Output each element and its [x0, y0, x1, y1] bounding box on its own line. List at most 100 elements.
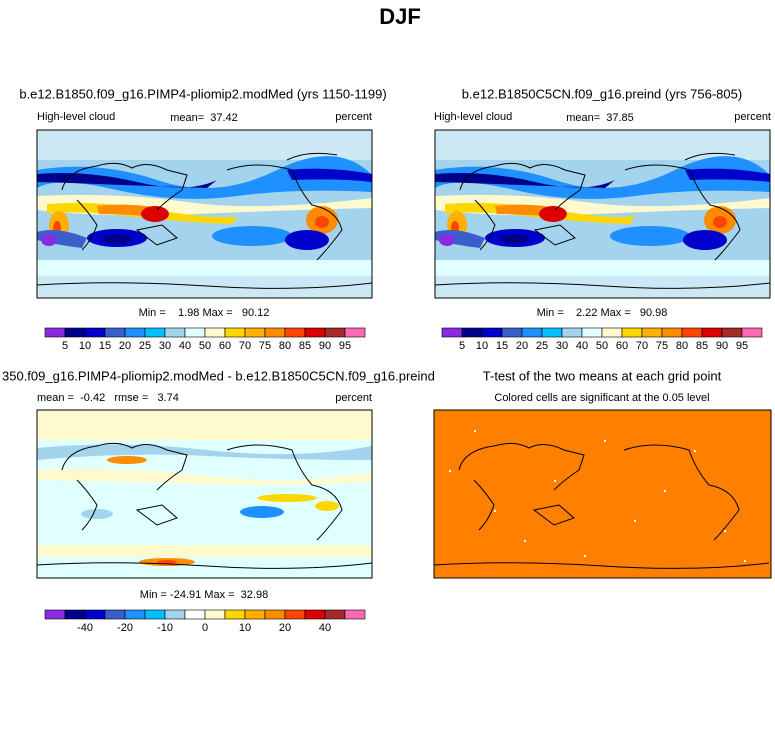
colorbar-box — [64, 609, 86, 620]
colorbar-label: 60 — [219, 340, 231, 352]
colorbar-box — [501, 327, 523, 338]
colorbar: 5 10 15 20 25 30 40 50 60 70 75 80 85 90 95 — [441, 327, 763, 352]
right-label: percent — [335, 392, 372, 404]
colorbar-label: 5 — [62, 340, 68, 352]
colorbar-box — [244, 327, 266, 338]
map-frame — [434, 129, 771, 299]
map — [435, 130, 770, 298]
colorbar-box — [521, 327, 543, 338]
colorbar-box — [324, 327, 346, 338]
colorbar-box — [701, 327, 723, 338]
colorbar-box — [144, 609, 166, 620]
colorbar-label: 10 — [239, 622, 251, 634]
colorbar-label: 5 — [459, 340, 465, 352]
colorbar-label: 95 — [736, 340, 748, 352]
colorbar-label: -10 — [157, 622, 173, 634]
colorbar-label: 15 — [99, 340, 111, 352]
colorbar-label: 25 — [536, 340, 548, 352]
colorbar-label: 20 — [119, 340, 131, 352]
panel-title: b.e12.B1850.f09_g16.PIMP4-pliomip2.modMe… — [19, 86, 386, 101]
colorbar-label: 80 — [676, 340, 688, 352]
colorbar-box — [304, 327, 326, 338]
colorbar-box — [284, 327, 306, 338]
colorbar-label: 10 — [476, 340, 488, 352]
colorbar-box — [104, 327, 126, 338]
colorbar-box — [741, 327, 763, 338]
colorbar-label: 20 — [516, 340, 528, 352]
left-label: High-level cloud — [434, 111, 512, 123]
colorbar: 5 10 15 20 25 30 40 50 60 70 75 80 85 90 95 — [44, 327, 366, 352]
colorbar-label: 80 — [279, 340, 291, 352]
map — [433, 409, 772, 579]
colorbar-label: 25 — [139, 340, 151, 352]
colorbar-box — [224, 327, 246, 338]
colorbar-box — [44, 609, 66, 620]
colorbar-box — [284, 609, 306, 620]
map-frame — [433, 409, 772, 579]
colorbar-box — [64, 327, 86, 338]
colorbar-box — [264, 327, 286, 338]
right-label: percent — [335, 111, 372, 123]
colorbar-box — [344, 609, 366, 620]
colorbar-box — [204, 609, 226, 620]
figure-title: DJF — [379, 4, 421, 29]
colorbar-label: 40 — [319, 622, 331, 634]
colorbar-label: 50 — [596, 340, 608, 352]
colorbar-label: 75 — [656, 340, 668, 352]
colorbar-label: 90 — [716, 340, 728, 352]
colorbar-box — [561, 327, 583, 338]
colorbar-label: 15 — [496, 340, 508, 352]
right-label: percent — [734, 111, 771, 123]
colorbar-label: 30 — [159, 340, 171, 352]
colorbar-box — [441, 327, 463, 338]
panel-title: T-test of the two means at each grid poi… — [483, 368, 722, 383]
colorbar-box — [224, 609, 246, 620]
colorbar-box — [164, 609, 186, 620]
colorbar-box — [461, 327, 483, 338]
colorbar-box — [661, 327, 683, 338]
colorbar-label: 90 — [319, 340, 331, 352]
colorbar-label: 85 — [299, 340, 311, 352]
colorbar-box — [44, 327, 66, 338]
left-label: mean = -0.42 rmse = 3.74 — [37, 392, 179, 404]
colorbar-label: -20 — [117, 622, 133, 634]
colorbar-box — [84, 609, 106, 620]
colorbar-label: 75 — [259, 340, 271, 352]
colorbar-box — [124, 609, 146, 620]
colorbar-label: 40 — [576, 340, 588, 352]
colorbar-label: 20 — [279, 622, 291, 634]
panel-subtitle: Colored cells are significant at the 0.0… — [494, 392, 709, 404]
colorbar-box — [641, 327, 663, 338]
colorbar-label: 95 — [339, 340, 351, 352]
colorbar-label: 85 — [696, 340, 708, 352]
colorbar-box — [621, 327, 643, 338]
colorbar-label: 60 — [616, 340, 628, 352]
colorbar: -40 -20 -10 0 10 20 40 — [44, 609, 366, 634]
colorbar-label: 30 — [556, 340, 568, 352]
min-max: Min = 1.98 Max = 90.12 — [139, 307, 270, 319]
colorbar-box — [124, 327, 146, 338]
colorbar-box — [304, 609, 326, 620]
colorbar-box — [144, 327, 166, 338]
colorbar-label: 0 — [202, 622, 208, 634]
colorbar-box — [184, 327, 206, 338]
colorbar-box — [721, 327, 743, 338]
center-label: mean= 37.85 — [566, 112, 634, 124]
colorbar-box — [264, 609, 286, 620]
colorbar-box — [244, 609, 266, 620]
colorbar-label: -40 — [77, 622, 93, 634]
map — [37, 410, 372, 578]
colorbar-box — [581, 327, 603, 338]
colorbar-label: 10 — [79, 340, 91, 352]
min-max: Min = -24.91 Max = 32.98 — [140, 589, 268, 601]
colorbar-box — [681, 327, 703, 338]
colorbar-box — [164, 327, 186, 338]
left-label: High-level cloud — [37, 111, 115, 123]
center-label: mean= 37.42 — [170, 112, 238, 124]
colorbar-box — [541, 327, 563, 338]
colorbar-label: 40 — [179, 340, 191, 352]
colorbar-box — [601, 327, 623, 338]
colorbar-box — [324, 609, 346, 620]
colorbar-box — [104, 609, 126, 620]
